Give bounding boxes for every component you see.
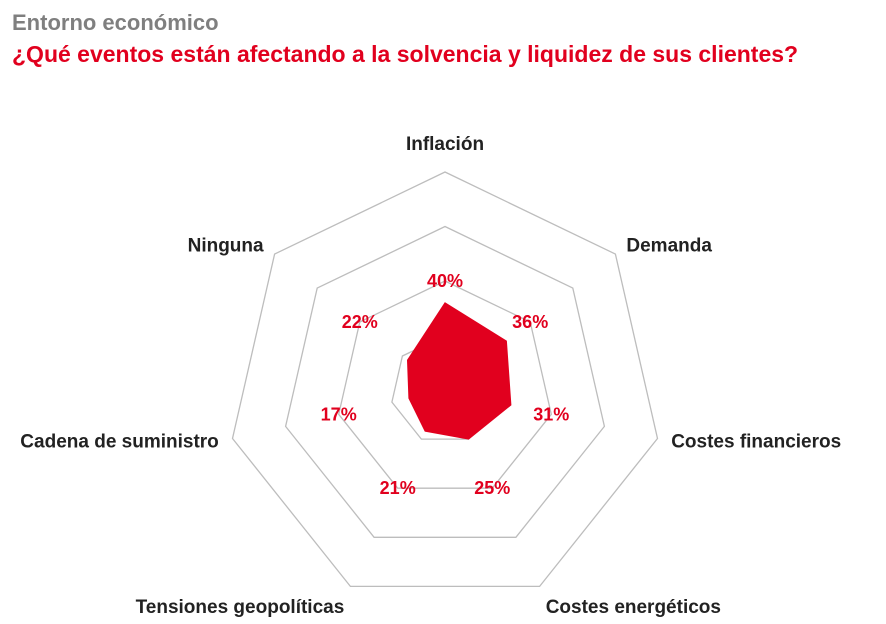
axis-label-6: Ninguna bbox=[188, 235, 264, 256]
value-label-0: 40% bbox=[427, 271, 463, 291]
axis-label-3: Costes energéticos bbox=[546, 597, 721, 618]
chart-header: Entorno económico ¿Qué eventos están afe… bbox=[12, 8, 798, 70]
axis-labels: Inflación Demanda Costes financieros Costes… bbox=[20, 134, 841, 618]
data-area bbox=[406, 302, 512, 440]
axis-label-5: Cadena de suministro bbox=[20, 432, 219, 453]
value-label-4: 21% bbox=[380, 478, 416, 498]
value-labels: 40% 36% 31% 25% 21% 17% 22% bbox=[321, 271, 570, 498]
axis-label-1: Demanda bbox=[626, 235, 712, 256]
radar-data bbox=[406, 302, 512, 440]
grid-ring-2 bbox=[337, 280, 553, 489]
value-label-6: 22% bbox=[342, 312, 378, 332]
grid-ring-4 bbox=[231, 171, 659, 588]
axis-label-2: Costes financieros bbox=[671, 432, 841, 453]
value-label-1: 36% bbox=[512, 312, 548, 332]
value-label-2: 31% bbox=[533, 404, 569, 424]
value-label-3: 25% bbox=[474, 478, 510, 498]
chart-subtitle: Entorno económico bbox=[12, 10, 219, 35]
axis-label-0: Inflación bbox=[406, 134, 484, 155]
grid-ring-3 bbox=[284, 225, 606, 538]
chart-title: ¿Qué eventos están afectando a la solven… bbox=[12, 41, 799, 67]
value-label-5: 17% bbox=[321, 404, 357, 424]
axis-label-4: Tensiones geopolíticas bbox=[136, 597, 345, 618]
